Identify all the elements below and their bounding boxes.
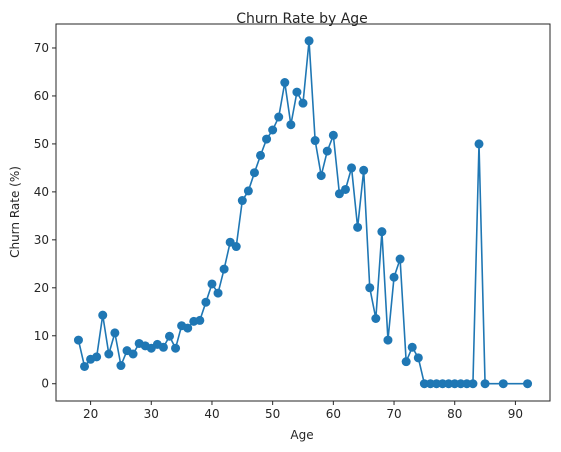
data-point	[365, 283, 375, 293]
x-tick-label: 90	[508, 407, 523, 421]
data-point	[171, 343, 181, 353]
data-point	[347, 163, 357, 173]
data-point	[80, 361, 90, 371]
data-point	[401, 357, 411, 367]
data-point	[498, 379, 508, 389]
data-point	[158, 342, 168, 352]
data-point	[280, 78, 290, 88]
x-tick-label: 20	[83, 407, 98, 421]
data-point	[298, 98, 308, 108]
data-point	[256, 150, 266, 160]
data-point	[128, 349, 138, 359]
data-point	[286, 120, 296, 130]
data-point	[237, 196, 247, 206]
x-tick-label: 70	[386, 407, 401, 421]
data-point	[523, 379, 533, 389]
y-tick-label: 10	[34, 329, 49, 343]
plot-frame	[55, 23, 551, 402]
y-tick-label: 40	[34, 185, 49, 199]
y-tick-label: 20	[34, 281, 49, 295]
data-point	[407, 342, 417, 352]
data-point	[262, 134, 272, 144]
data-point	[219, 264, 229, 274]
data-point	[383, 335, 393, 345]
data-point	[201, 297, 211, 307]
data-point	[243, 186, 253, 196]
data-point	[268, 125, 278, 135]
chart-title: Churn Rate by Age	[236, 11, 368, 27]
data-point	[110, 328, 120, 338]
data-point	[92, 352, 102, 362]
x-axis: 20 30 40 50 60 70 80 90	[83, 401, 523, 421]
x-tick-label: 80	[447, 407, 462, 421]
x-tick-label: 60	[326, 407, 341, 421]
y-tick-label: 0	[41, 377, 49, 391]
data-point	[389, 272, 399, 282]
data-point	[207, 279, 217, 289]
data-point	[353, 222, 363, 232]
data-point	[377, 227, 387, 237]
data-point	[213, 288, 223, 298]
data-point	[98, 310, 108, 320]
data-point	[480, 379, 490, 389]
data-point	[468, 379, 478, 389]
y-tick-label: 50	[34, 137, 49, 151]
data-point	[322, 146, 332, 156]
data-point	[371, 314, 381, 324]
data-point	[116, 361, 126, 371]
data-point	[304, 36, 314, 46]
y-tick-label: 30	[34, 233, 49, 247]
data-point	[164, 331, 174, 341]
data-point	[413, 353, 423, 363]
data-point	[249, 168, 259, 178]
data-point	[195, 315, 205, 325]
data-point	[73, 335, 83, 345]
x-tick-label: 30	[144, 407, 159, 421]
x-tick-label: 50	[265, 407, 280, 421]
y-axis: 0 10 20 30 40 50 60 70	[34, 41, 56, 391]
data-point	[292, 87, 302, 97]
y-tick-label: 70	[34, 41, 49, 55]
x-axis-title: Age	[290, 428, 313, 442]
data-point	[328, 130, 338, 140]
y-tick-label: 60	[34, 89, 49, 103]
data-point	[395, 254, 405, 264]
data-point	[359, 165, 369, 175]
x-tick-label: 40	[204, 407, 219, 421]
y-axis-title: Churn Rate (%)	[8, 166, 22, 258]
data-point	[340, 184, 350, 194]
data-point	[316, 171, 326, 181]
data-point	[104, 349, 114, 359]
data-point	[274, 112, 284, 122]
data-point	[231, 242, 241, 252]
data-point	[183, 323, 193, 333]
data-point	[310, 136, 320, 146]
data-point	[474, 139, 484, 149]
